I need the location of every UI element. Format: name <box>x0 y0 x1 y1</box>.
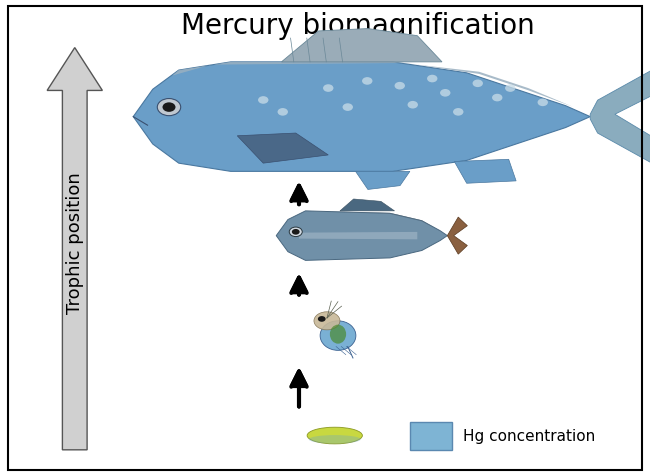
Text: Trophic position: Trophic position <box>66 172 84 314</box>
Polygon shape <box>288 211 440 231</box>
Circle shape <box>278 108 288 116</box>
Polygon shape <box>172 62 573 107</box>
Circle shape <box>395 82 405 89</box>
Polygon shape <box>281 29 442 62</box>
Circle shape <box>258 96 268 104</box>
Circle shape <box>440 89 450 97</box>
Text: Hg concentration: Hg concentration <box>463 428 595 444</box>
Polygon shape <box>590 67 650 166</box>
Polygon shape <box>447 217 467 254</box>
Circle shape <box>289 227 302 237</box>
Polygon shape <box>133 62 590 171</box>
Circle shape <box>505 84 515 92</box>
Circle shape <box>492 94 502 101</box>
Circle shape <box>157 99 181 116</box>
Polygon shape <box>356 171 410 189</box>
Polygon shape <box>276 211 447 260</box>
Circle shape <box>427 75 437 82</box>
Polygon shape <box>454 159 516 183</box>
Ellipse shape <box>320 321 356 350</box>
Polygon shape <box>47 48 103 450</box>
Polygon shape <box>340 199 395 211</box>
Circle shape <box>538 99 548 106</box>
Circle shape <box>162 102 176 112</box>
Bar <box>410 422 452 450</box>
Polygon shape <box>237 133 328 163</box>
Circle shape <box>408 101 418 109</box>
Ellipse shape <box>309 435 361 444</box>
Circle shape <box>362 77 372 85</box>
Ellipse shape <box>314 312 340 330</box>
Circle shape <box>318 316 326 322</box>
Circle shape <box>473 79 483 87</box>
Ellipse shape <box>307 427 363 444</box>
Circle shape <box>323 84 333 92</box>
Circle shape <box>292 229 300 235</box>
Ellipse shape <box>330 325 346 344</box>
Circle shape <box>343 103 353 111</box>
Circle shape <box>453 108 463 116</box>
Text: Mercury biomagnification: Mercury biomagnification <box>181 12 534 40</box>
Polygon shape <box>299 232 417 239</box>
